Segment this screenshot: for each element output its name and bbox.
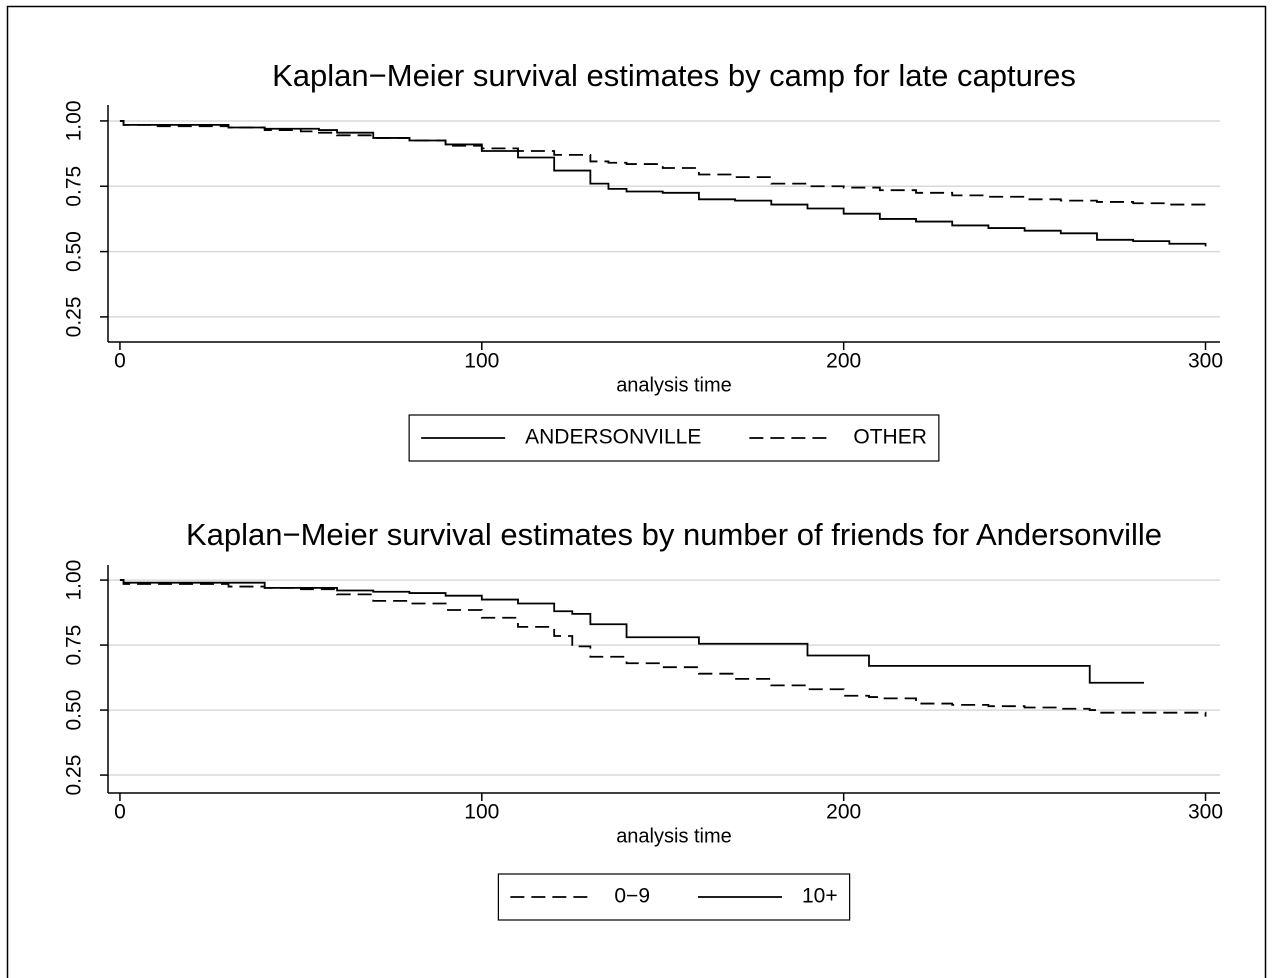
chart-title: Kaplan−Meier survival estimates by camp … [272, 58, 1076, 93]
y-tick-label: 1.00 [63, 560, 86, 601]
x-axis-label: analysis time [616, 374, 732, 396]
x-tick-label: 200 [826, 350, 861, 373]
x-tick-label: 300 [1188, 350, 1223, 373]
x-axis-label: analysis time [616, 825, 732, 847]
survival-line [119, 579, 1207, 717]
y-tick-label: 1.00 [63, 101, 86, 142]
survival-line [119, 120, 1207, 247]
legend: 0−9 10+ [497, 873, 851, 921]
x-tick-label: 0 [114, 801, 126, 824]
y-tick-label: 0.50 [63, 690, 86, 731]
legend-label: OTHER [853, 426, 927, 449]
legend: ANDERSONVILLE OTHER [408, 414, 940, 462]
y-tick-label: 0.25 [63, 296, 86, 337]
y-tick-label: 0.25 [63, 755, 86, 796]
y-tick-label: 0.75 [63, 166, 86, 207]
figure-border [6, 5, 1267, 978]
legend-label: 0−9 [614, 885, 650, 908]
y-tick-label: 0.75 [63, 625, 86, 666]
legend-label: ANDERSONVILLE [525, 426, 701, 449]
x-tick-label: 200 [826, 801, 861, 824]
survival-line [119, 579, 1145, 684]
x-tick-label: 100 [464, 801, 499, 824]
x-tick-label: 300 [1188, 801, 1223, 824]
legend-label: 10+ [802, 885, 838, 908]
legend-box [497, 873, 851, 921]
y-tick-label: 0.50 [63, 231, 86, 272]
x-tick-label: 100 [464, 350, 499, 373]
survival-line [119, 120, 1207, 208]
chart-title: Kaplan−Meier survival estimates by numbe… [186, 517, 1162, 552]
x-tick-label: 0 [114, 350, 126, 373]
